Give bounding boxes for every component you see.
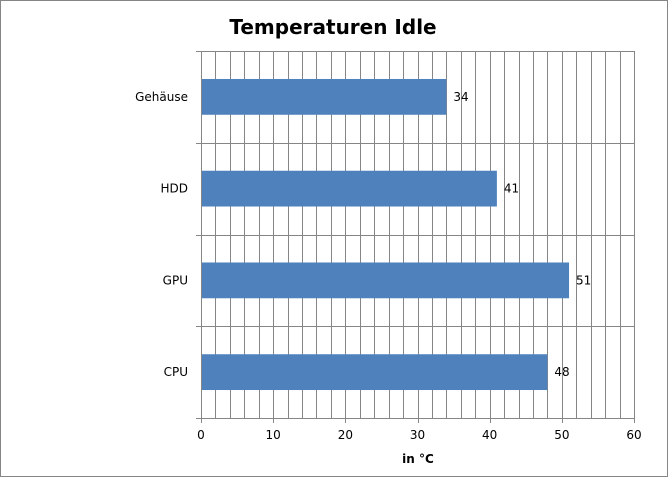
x-tick-label: 60 [626,428,641,442]
category-label: Gehäuse [135,90,188,104]
x-tick-label: 30 [410,428,425,442]
x-tick-label: 10 [266,428,281,442]
labels: Gehäuse 34 HDD 41 GPU 51 CPU 48 0 10 20 30 40 50 60 [135,90,642,442]
category-label: HDD [160,182,188,196]
bar-4 [201,354,548,391]
category-label: CPU [164,365,188,379]
axes [196,51,635,423]
x-tick-label: 20 [338,428,353,442]
x-tick-label: 40 [482,428,497,442]
x-axis-title: in °C [402,452,434,466]
bar-3 [201,262,570,299]
category-label: GPU [163,273,188,287]
chart-title: Temperaturen Idle [229,15,436,39]
data-label: 34 [453,90,468,104]
data-label: 51 [576,273,591,287]
x-tick-label: 0 [197,428,205,442]
data-label: 41 [504,182,519,196]
x-tick-label: 50 [554,428,569,442]
bars [201,78,570,391]
bar-2 [201,170,497,207]
data-label: 48 [554,365,569,379]
bar-1 [201,78,447,115]
